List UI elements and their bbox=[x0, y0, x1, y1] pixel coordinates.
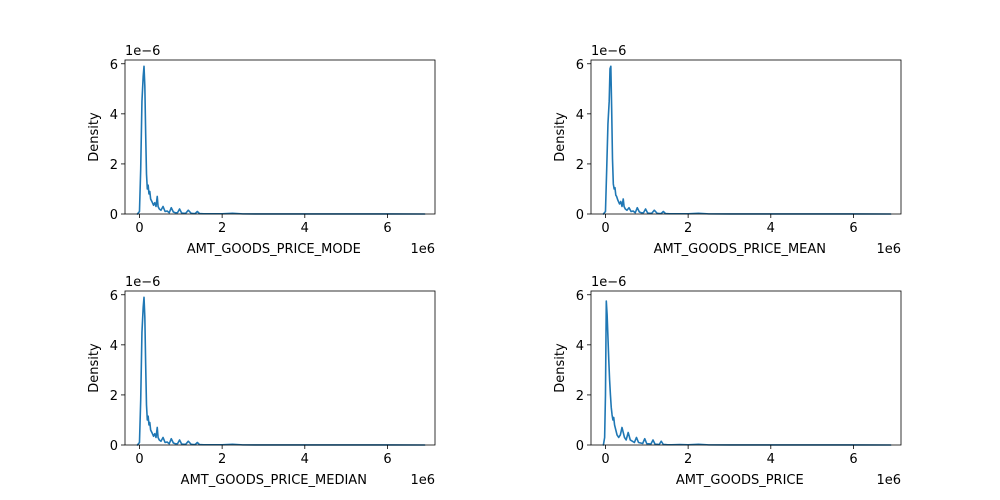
y-tick-label: 6 bbox=[110, 289, 118, 304]
x-tick-label: 0 bbox=[601, 452, 609, 467]
y-axis-label: Density bbox=[87, 112, 102, 162]
subplot-4: 0 2 4 6 0 2 4 6 AMT_GOODS_PRICE Density 1e−6 1e6 bbox=[553, 275, 902, 488]
axes-frame bbox=[590, 59, 902, 215]
y-tick-label: 0 bbox=[110, 439, 118, 454]
x-offset-label: 1e6 bbox=[876, 242, 901, 257]
x-axis-label: AMT_GOODS_PRICE_MODE bbox=[187, 242, 361, 257]
axes-frame bbox=[590, 290, 902, 446]
y-tick-label: 4 bbox=[576, 339, 584, 354]
x-tick-label: 0 bbox=[601, 221, 609, 236]
y-tick-label: 4 bbox=[576, 108, 584, 123]
y-tick-label: 4 bbox=[110, 108, 118, 123]
x-offset-label: 1e6 bbox=[410, 242, 435, 257]
axes-frame bbox=[124, 59, 436, 215]
x-axis-label: AMT_GOODS_PRICE bbox=[676, 473, 804, 488]
x-tick-label: 6 bbox=[383, 221, 391, 236]
x-tick-label: 2 bbox=[684, 452, 692, 467]
y-tick-label: 6 bbox=[110, 58, 118, 73]
y-tick-label: 0 bbox=[110, 208, 118, 223]
x-axis-label: AMT_GOODS_PRICE_MEAN bbox=[654, 242, 826, 257]
x-tick-label: 6 bbox=[849, 221, 857, 236]
y-tick-label: 2 bbox=[576, 158, 584, 173]
x-axis-label: AMT_GOODS_PRICE_MEDIAN bbox=[181, 473, 367, 488]
y-axis-label: Density bbox=[553, 112, 568, 162]
y-tick-label: 2 bbox=[576, 389, 584, 404]
y-offset-label: 1e−6 bbox=[125, 275, 160, 290]
x-offset-label: 1e6 bbox=[876, 473, 901, 488]
x-tick-label: 4 bbox=[767, 452, 775, 467]
y-tick-label: 4 bbox=[110, 339, 118, 354]
x-tick-label: 2 bbox=[218, 221, 226, 236]
x-offset-label: 1e6 bbox=[410, 473, 435, 488]
subplot-3: 0 2 4 6 0 2 4 6 AMT_GOODS_PRICE_MEDIAN Density 1e−… bbox=[87, 275, 436, 488]
y-axis-label: Density bbox=[553, 343, 568, 393]
axes-frame bbox=[124, 290, 436, 446]
y-tick-label: 6 bbox=[576, 289, 584, 304]
x-tick-label: 0 bbox=[135, 221, 143, 236]
y-offset-label: 1e−6 bbox=[125, 44, 160, 59]
x-tick-label: 6 bbox=[383, 452, 391, 467]
x-tick-label: 0 bbox=[135, 452, 143, 467]
y-tick-label: 0 bbox=[576, 208, 584, 223]
x-tick-label: 6 bbox=[849, 452, 857, 467]
subplot-2: 0 2 4 6 0 2 4 6 AMT_GOODS_PRICE_MEAN Density 1e−6 1… bbox=[553, 44, 902, 257]
y-offset-label: 1e−6 bbox=[591, 275, 626, 290]
y-tick-label: 2 bbox=[110, 158, 118, 173]
y-tick-label: 6 bbox=[576, 58, 584, 73]
x-tick-label: 2 bbox=[684, 221, 692, 236]
subplot-1: 0 2 4 6 0 2 4 6 AMT_GOODS_PRICE_MODE Density 1e−6 1… bbox=[87, 44, 436, 257]
y-tick-label: 0 bbox=[576, 439, 584, 454]
y-axis-label: Density bbox=[87, 343, 102, 393]
x-tick-label: 4 bbox=[301, 221, 309, 236]
x-tick-label: 4 bbox=[301, 452, 309, 467]
x-tick-label: 2 bbox=[218, 452, 226, 467]
y-offset-label: 1e−6 bbox=[591, 44, 626, 59]
x-tick-label: 4 bbox=[767, 221, 775, 236]
y-tick-label: 2 bbox=[110, 389, 118, 404]
